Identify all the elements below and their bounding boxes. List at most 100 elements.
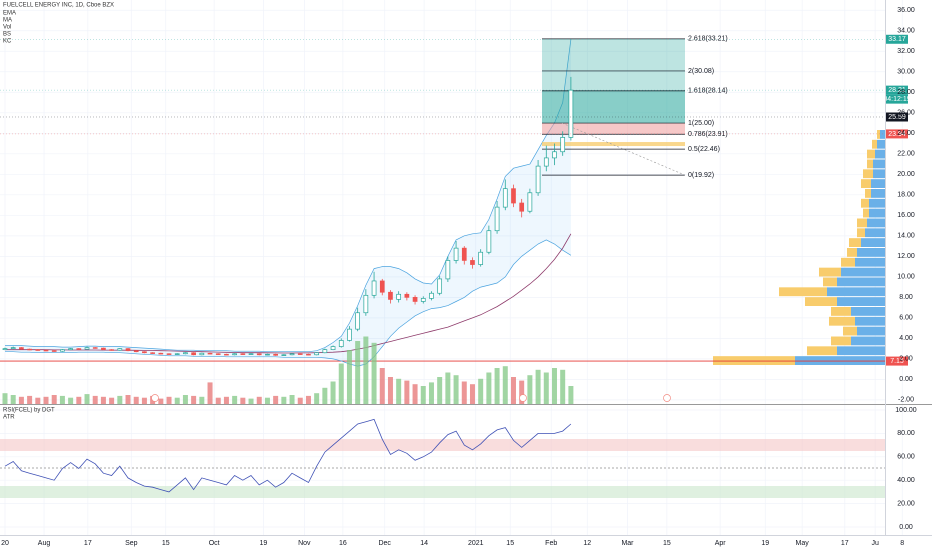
candle-body [338, 340, 344, 347]
profile-down [713, 356, 795, 365]
profile-down [877, 130, 880, 139]
candle-body [453, 247, 459, 261]
candle-body [297, 353, 303, 355]
profile-down [861, 198, 869, 208]
x-tick-label: 2021 [468, 540, 484, 547]
y-tick-label: 0.00 [899, 376, 913, 383]
volume-bar [158, 398, 164, 404]
volume-bar [27, 395, 33, 404]
candle-body [363, 294, 369, 314]
price-pane: 7.15 2.618(33.21) 2(30.08) 1.618(28.14) 1(25… [0, 34, 911, 404]
y-tick-label: -2.00 [898, 397, 914, 404]
event-marker[interactable] [663, 394, 671, 402]
volume-bar [141, 397, 147, 404]
fib-label: 0(19.92) [688, 172, 714, 179]
candle-body [150, 352, 155, 354]
profile-down [819, 267, 841, 277]
profile-up [875, 149, 885, 159]
golden-zone [542, 142, 685, 147]
profile-up [869, 208, 885, 218]
candle-body [248, 353, 254, 355]
volume-bar [445, 372, 451, 404]
x-tick-label: 16 [339, 540, 347, 547]
candle-body [101, 347, 106, 351]
profile-down [865, 189, 871, 198]
candle-body [560, 137, 566, 153]
candle-body [371, 280, 377, 296]
x-tick-label: Mar [621, 540, 634, 547]
candle-body [478, 251, 484, 265]
volume-bar [527, 375, 533, 404]
volume-bar [281, 396, 287, 404]
candle-body [543, 157, 549, 167]
fib-label: 2.618(33.21) [688, 36, 728, 43]
volume-bar [478, 378, 484, 404]
profile-up [861, 238, 885, 247]
candle-body [388, 291, 393, 300]
target-zone [542, 38, 685, 91]
candle-body [379, 280, 385, 293]
event-marker[interactable] [151, 394, 159, 402]
fib-label: 0.786(23.91) [688, 131, 728, 138]
volume-bar [510, 377, 516, 404]
volume-bar [346, 350, 352, 404]
profile-up [857, 248, 885, 257]
candle-body [215, 353, 221, 355]
candle-body [437, 278, 443, 294]
candle-body [68, 348, 73, 351]
volume-bar [182, 395, 188, 404]
candle-body [84, 347, 90, 350]
candle-body [265, 353, 270, 356]
x-tick-label: 14 [420, 540, 428, 547]
profile-down [849, 238, 861, 247]
y-tick-label: 80.00 [897, 430, 915, 437]
price-tag-label: 28.21 [888, 87, 906, 94]
candle-body [207, 352, 213, 355]
candle-body [109, 349, 114, 351]
indicator-label: MA [3, 18, 12, 24]
y-tick-label: 100.00 [895, 407, 917, 414]
profile-up [871, 179, 885, 188]
y-tick-label: 30.00 [897, 69, 915, 76]
indicator-label: Vol [3, 25, 11, 31]
price-tag [886, 112, 908, 122]
fib-label: 1(25.00) [688, 120, 714, 127]
volume-bar [223, 396, 229, 404]
x-tick-label: 17 [841, 540, 849, 547]
volume-bar [273, 395, 279, 404]
x-tick-label: Apr [715, 540, 727, 547]
price-tag-label: 33.17 [888, 36, 906, 43]
profile-down [823, 277, 837, 287]
profile-down [861, 179, 871, 188]
volume-bar [2, 393, 8, 404]
profile-up [855, 257, 885, 267]
candle-body [43, 349, 49, 352]
volume-bar [191, 395, 197, 404]
candle-body [420, 298, 426, 302]
event-marker[interactable] [519, 394, 527, 402]
band-upper [5, 39, 572, 353]
candle-body [347, 328, 352, 341]
volume-bar [412, 384, 418, 404]
candle-body [404, 293, 410, 298]
y-tick-label: 34.00 [897, 28, 915, 35]
candle-body [519, 202, 525, 212]
volume-bar [371, 342, 377, 404]
volume-bar [519, 380, 525, 404]
profile-up [857, 326, 885, 336]
y-tick-label: 16.00 [897, 212, 915, 219]
candle-body [2, 348, 8, 351]
profile-up [873, 159, 885, 169]
band-fill [5, 39, 571, 367]
candle-body [445, 260, 451, 280]
volume-bar [109, 397, 115, 404]
volume-bar [535, 369, 541, 404]
profile-down [863, 169, 873, 179]
volume-bar [35, 397, 41, 404]
chart-title: FUELCELL ENERGY INC, 1D, Cboe BZX [3, 3, 114, 9]
volume-bar [469, 384, 475, 404]
volume-bar [355, 341, 361, 404]
y-tick-label: 40.00 [897, 477, 915, 484]
volume-bar [428, 382, 434, 404]
volume-bar [51, 395, 57, 404]
